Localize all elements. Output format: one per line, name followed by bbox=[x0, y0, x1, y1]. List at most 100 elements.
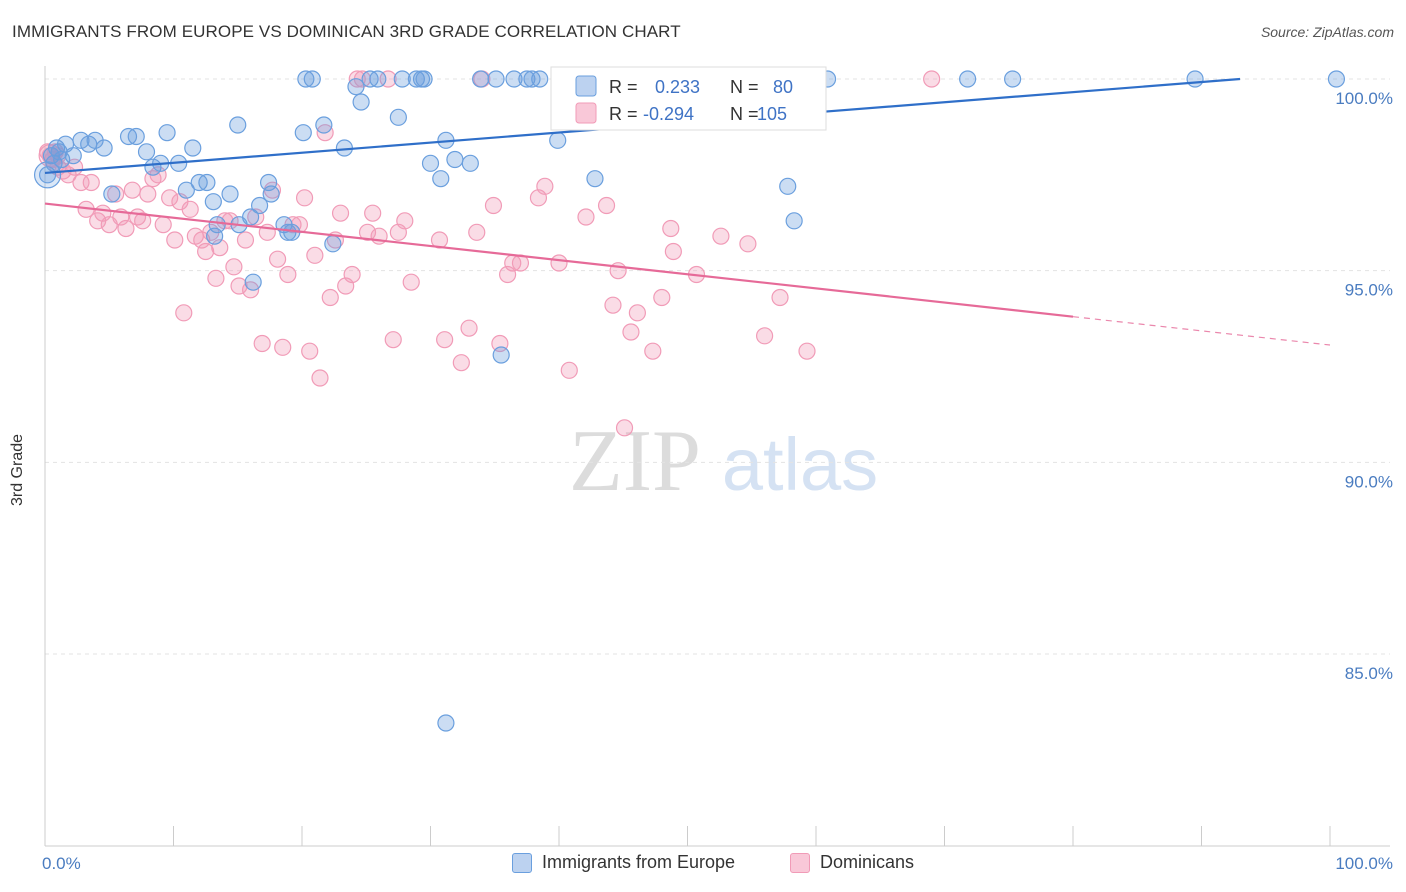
legend-r-value-dominican: -0.294 bbox=[643, 104, 694, 124]
point-europe-30 bbox=[242, 208, 260, 226]
point-europe-79 bbox=[1186, 70, 1204, 88]
trend-line-dominican bbox=[44, 202, 1074, 318]
point-europe-62 bbox=[518, 70, 536, 88]
y-tick-label-1: 90.0% bbox=[1345, 472, 1393, 491]
y-tick-label-0: 85.0% bbox=[1345, 664, 1393, 683]
point-dominican-90 bbox=[622, 323, 640, 341]
point-europe-48 bbox=[389, 108, 407, 126]
bottom-legend-item-europe: Immigrants from Europe bbox=[512, 852, 735, 873]
point-europe-32 bbox=[250, 196, 269, 215]
point-europe-23 bbox=[198, 173, 216, 192]
point-dominican-99 bbox=[755, 327, 774, 345]
stats-legend: R = 0.233 N = 80 R = -0.294 N = 105 bbox=[550, 66, 827, 131]
point-dominican-14 bbox=[107, 185, 125, 203]
chart-title: IMMIGRANTS FROM EUROPE VS DOMINICAN 3RD … bbox=[12, 22, 681, 41]
legend-n-value-dominican: 105 bbox=[757, 104, 787, 124]
point-europe-24 bbox=[204, 193, 222, 211]
point-europe-78 bbox=[1004, 70, 1022, 88]
point-dominican-19 bbox=[134, 212, 152, 230]
watermark-zip: ZIP bbox=[569, 413, 701, 510]
point-europe-54 bbox=[432, 170, 450, 188]
point-europe-44 bbox=[347, 78, 365, 96]
legend-r-label-europe: R = bbox=[609, 77, 638, 97]
point-dominican-33 bbox=[207, 269, 225, 287]
bottom-legend: Immigrants from Europe Dominicans bbox=[0, 852, 1406, 878]
point-europe-15 bbox=[137, 143, 156, 161]
point-europe-58 bbox=[472, 70, 490, 88]
point-europe-45 bbox=[352, 93, 370, 111]
point-europe-47 bbox=[369, 70, 387, 88]
legend-n-value-europe: 80 bbox=[773, 77, 793, 97]
point-dominican-63 bbox=[364, 204, 382, 222]
bottom-legend-swatch-dominican bbox=[790, 852, 810, 873]
series-dominicans bbox=[38, 70, 941, 437]
point-europe-21 bbox=[184, 139, 202, 157]
point-dominican-74 bbox=[468, 223, 486, 241]
bottom-legend-label-europe: Immigrants from Europe bbox=[542, 852, 736, 872]
point-dominican-102 bbox=[923, 70, 941, 88]
point-dominican-51 bbox=[301, 342, 319, 360]
point-dominican-52 bbox=[306, 246, 324, 264]
point-dominican-59 bbox=[343, 265, 361, 284]
y-tick-label-2: 95.0% bbox=[1345, 281, 1393, 300]
point-dominican-16 bbox=[117, 219, 135, 238]
point-europe-27 bbox=[221, 185, 239, 203]
point-europe-14 bbox=[127, 127, 145, 146]
point-europe-75 bbox=[785, 212, 803, 230]
point-europe-8 bbox=[72, 131, 90, 149]
point-dominican-95 bbox=[664, 242, 682, 261]
axes bbox=[44, 66, 1390, 847]
y-tick-label-3: 100.0% bbox=[1335, 89, 1393, 108]
point-europe-cluster bbox=[33, 161, 62, 189]
point-dominican-83 bbox=[550, 254, 568, 272]
point-dominican-28 bbox=[181, 200, 199, 218]
legend-swatch-europe bbox=[575, 75, 597, 97]
legend-r-value-europe: 0.233 bbox=[655, 77, 700, 97]
trend-line-dominican-extension bbox=[1072, 316, 1331, 346]
point-dominican-97 bbox=[712, 227, 730, 245]
point-europe-39 bbox=[297, 70, 315, 88]
point-dominican-91 bbox=[628, 304, 646, 322]
point-europe-57 bbox=[461, 154, 479, 172]
point-dominican-57 bbox=[331, 204, 350, 222]
point-dominican-37 bbox=[225, 258, 243, 276]
point-europe-59 bbox=[487, 70, 505, 88]
chart-source: Source: ZipAtlas.com bbox=[1260, 24, 1394, 40]
point-dominican-25 bbox=[166, 231, 184, 249]
point-dominican-23 bbox=[154, 216, 172, 234]
point-dominican-20 bbox=[139, 185, 157, 203]
point-europe-53 bbox=[421, 154, 440, 172]
point-europe-74 bbox=[779, 177, 797, 195]
point-europe-11 bbox=[95, 139, 113, 157]
point-dominican-84 bbox=[560, 361, 578, 379]
legend-r-label-dominican: R = bbox=[609, 104, 638, 124]
point-dominican-39 bbox=[236, 231, 255, 249]
point-dominican-55 bbox=[321, 288, 339, 307]
point-dominican-94 bbox=[662, 219, 680, 238]
point-europe-26 bbox=[208, 216, 226, 234]
point-europe-49 bbox=[393, 70, 411, 88]
bottom-legend-label-dominican: Dominicans bbox=[820, 852, 915, 872]
point-dominican-66 bbox=[384, 331, 402, 349]
point-dominican-17 bbox=[123, 181, 141, 199]
point-dominican-31 bbox=[197, 242, 215, 261]
bottom-legend-item-dominican: Dominicans bbox=[790, 852, 914, 873]
point-europe-18 bbox=[158, 124, 176, 142]
point-europe-42 bbox=[324, 235, 342, 253]
point-europe-64 bbox=[531, 70, 549, 88]
point-dominican-45 bbox=[268, 250, 287, 268]
x-tick-label-0: 0.0% bbox=[42, 854, 81, 873]
point-dominican-69 bbox=[402, 273, 420, 291]
point-europe-52 bbox=[415, 70, 433, 88]
point-dominican-101 bbox=[798, 342, 816, 360]
point-dominican-27 bbox=[175, 304, 193, 322]
legend-swatch-dominican bbox=[575, 102, 597, 124]
point-dominican-89 bbox=[615, 419, 634, 437]
point-dominican-53 bbox=[311, 369, 329, 387]
legend-n-label-dominican: N = bbox=[730, 104, 759, 124]
point-dominican-82 bbox=[536, 177, 554, 195]
point-europe-81 bbox=[437, 714, 455, 732]
point-dominican-47 bbox=[279, 265, 297, 284]
point-dominican-92 bbox=[644, 342, 662, 360]
point-europe-38 bbox=[294, 124, 312, 142]
